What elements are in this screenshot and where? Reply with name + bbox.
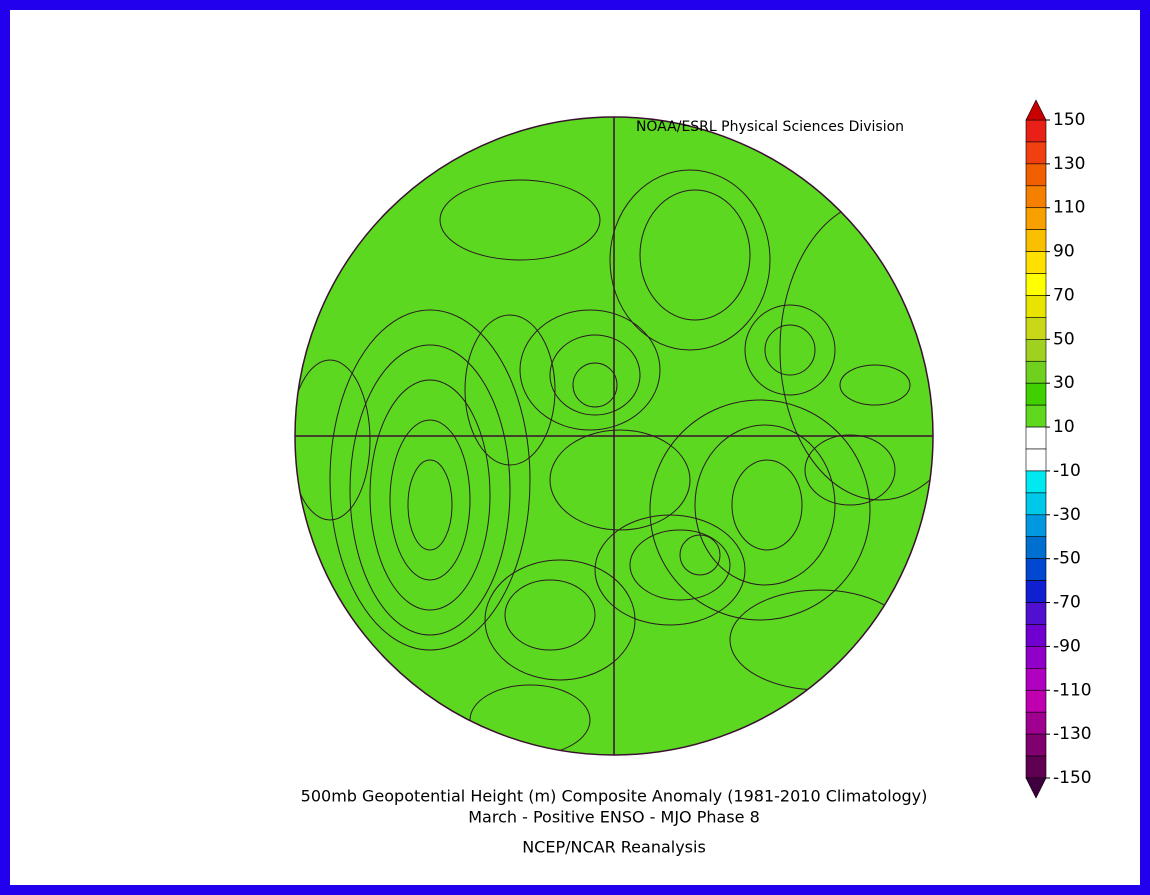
map bbox=[295, 117, 933, 755]
colorbar-label: 30 bbox=[1053, 373, 1075, 393]
colorbar-label: -90 bbox=[1053, 636, 1081, 656]
subtitle: March - Positive ENSO - MJO Phase 8 bbox=[468, 808, 760, 827]
colorbar-bin bbox=[1025, 207, 1047, 230]
colorbar-bin bbox=[1025, 624, 1047, 647]
colorbar-bin bbox=[1025, 733, 1047, 757]
colorbar-bin bbox=[1025, 448, 1047, 472]
colorbar-label: 150 bbox=[1053, 110, 1085, 130]
colorbar-bin bbox=[1025, 558, 1047, 581]
colorbar-label: -150 bbox=[1053, 768, 1092, 788]
colorbar-bin bbox=[1025, 668, 1047, 691]
colorbar-label: -70 bbox=[1053, 593, 1081, 613]
colorbar-bin bbox=[1025, 580, 1047, 603]
colorbar-bin bbox=[1025, 404, 1047, 428]
colorbar-label: -110 bbox=[1053, 680, 1092, 700]
colorbar-label: 10 bbox=[1053, 417, 1075, 437]
colorbar-bin bbox=[1025, 141, 1047, 165]
colorbar-label: 50 bbox=[1053, 329, 1075, 349]
colorbar-bin bbox=[1025, 163, 1047, 187]
colorbar-over bbox=[1025, 99, 1047, 121]
credit: NOAA/ESRL Physical Sciences Division bbox=[636, 119, 904, 135]
colorbar-bin bbox=[1025, 470, 1047, 494]
colorbar-bin bbox=[1025, 646, 1047, 669]
colorbar-bin bbox=[1025, 317, 1047, 340]
colorbar-under bbox=[1025, 777, 1047, 799]
colorbar-bin bbox=[1025, 339, 1047, 362]
colorbar-label: -50 bbox=[1053, 549, 1081, 569]
colorbar-label: 130 bbox=[1053, 154, 1085, 174]
colorbar-bin bbox=[1025, 229, 1047, 252]
colorbar-bin bbox=[1025, 185, 1047, 209]
colorbar-bin bbox=[1025, 295, 1047, 318]
colorbar-bin bbox=[1025, 360, 1047, 384]
colorbar-bin bbox=[1025, 426, 1047, 450]
colorbar-bin bbox=[1025, 119, 1047, 143]
colorbar-label: 90 bbox=[1053, 242, 1075, 262]
colorbar-label: -10 bbox=[1053, 461, 1081, 481]
colorbar-bin bbox=[1025, 382, 1047, 406]
source: NCEP/NCAR Reanalysis bbox=[522, 838, 706, 857]
colorbar-bin bbox=[1025, 711, 1047, 735]
colorbar-label: 110 bbox=[1053, 198, 1085, 218]
colorbar-label: 70 bbox=[1053, 285, 1075, 305]
colorbar-bin bbox=[1025, 602, 1047, 625]
colorbar-bin bbox=[1025, 755, 1047, 779]
map-edge bbox=[294, 116, 934, 756]
colorbar-label: -30 bbox=[1053, 505, 1081, 525]
colorbar-bin bbox=[1025, 251, 1047, 274]
colorbar-bin bbox=[1025, 273, 1047, 296]
colorbar-bin bbox=[1025, 536, 1047, 559]
colorbar-bin bbox=[1025, 514, 1047, 538]
colorbar-label: -130 bbox=[1053, 724, 1092, 744]
colorbar-bin bbox=[1025, 492, 1047, 516]
colorbar-bin bbox=[1025, 689, 1047, 713]
title: 500mb Geopotential Height (m) Composite … bbox=[301, 787, 928, 806]
